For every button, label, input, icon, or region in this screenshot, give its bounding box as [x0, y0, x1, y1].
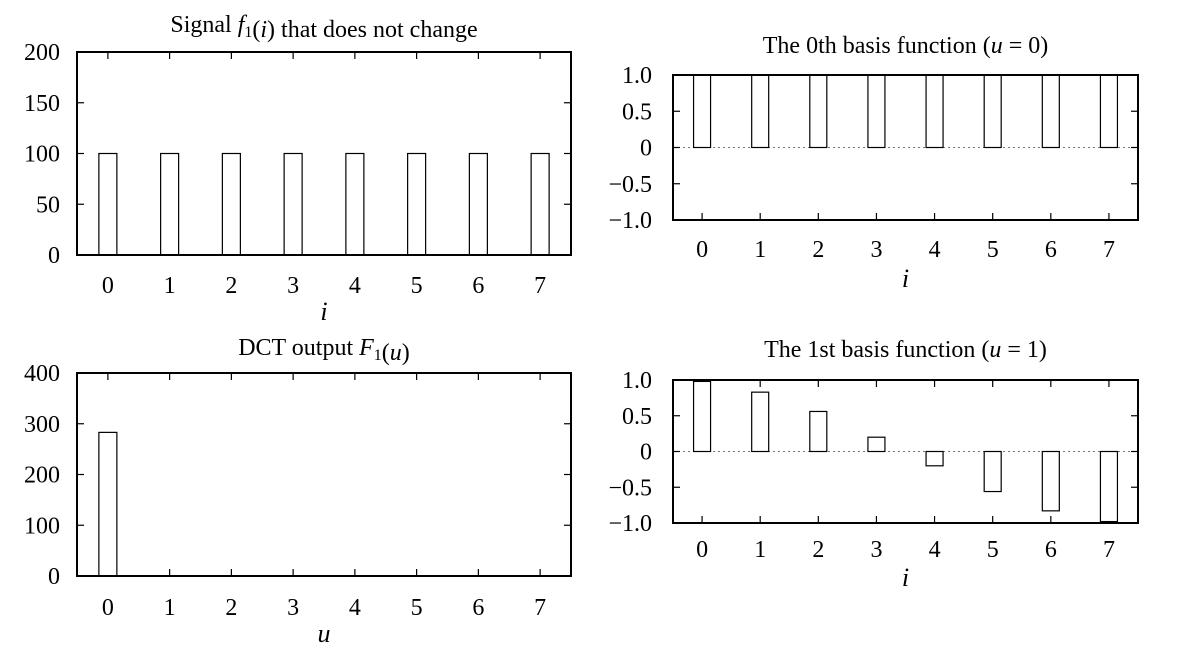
- bar-7: [1099, 74, 1119, 149]
- x-tick-label: 0: [102, 595, 114, 621]
- plot-frame: [672, 74, 1139, 221]
- x-tick-label: 3: [870, 537, 882, 563]
- bar-2: [809, 74, 828, 149]
- chart-title: The 1st basis function (u = 1): [764, 337, 1047, 363]
- x-axis-label: u: [318, 619, 331, 648]
- y-tick-label: 1.0: [622, 368, 652, 394]
- chart-title: The 0th basis function (u = 0): [763, 33, 1048, 59]
- x-tick-label: 2: [812, 237, 824, 263]
- x-tick-label: 1: [164, 273, 176, 299]
- basis-1-chart: The 1st basis function (u = 1) −1.0 −0.5 0 0…: [608, 337, 1139, 592]
- y-tick-label: −1.0: [608, 208, 652, 234]
- bar-4: [925, 450, 944, 467]
- bar-1: [751, 391, 770, 453]
- signal-chart: Signal f1(i) that does not change0501001…: [24, 12, 572, 326]
- y-tick-label: −0.5: [608, 172, 652, 198]
- y-tick-label: 200: [24, 40, 60, 66]
- x-tick-label: 7: [1103, 537, 1115, 563]
- x-tick-label: 6: [1045, 237, 1057, 263]
- x-tick-label: 3: [870, 237, 882, 263]
- x-tick-label: 7: [534, 595, 546, 621]
- bar-7: [530, 152, 550, 256]
- x-tick-label: 4: [349, 595, 361, 621]
- y-tick-label: 50: [36, 192, 60, 218]
- x-tick-label: 2: [812, 537, 824, 563]
- bar-1: [160, 152, 180, 256]
- chart-title: DCT output F1(u): [238, 335, 410, 366]
- x-tick-label: 5: [987, 237, 999, 263]
- x-tick-label: 0: [696, 537, 708, 563]
- y-tick-label: 300: [24, 412, 60, 438]
- bar-5: [983, 450, 1002, 493]
- x-tick-label: 3: [287, 273, 299, 299]
- bar-6: [1041, 74, 1060, 149]
- x-tick-label: 5: [987, 537, 999, 563]
- x-axis-label: i: [320, 297, 327, 326]
- bar-6: [1041, 450, 1060, 512]
- x-tick-label: 3: [287, 595, 299, 621]
- x-tick-label: 0: [696, 237, 708, 263]
- chart-title: Signal f1(i) that does not change: [170, 12, 477, 43]
- bar-3: [283, 152, 303, 256]
- y-tick-label: 400: [24, 361, 60, 387]
- x-tick-label: 4: [929, 537, 941, 563]
- bar-0: [98, 431, 118, 577]
- bar-1: [751, 74, 770, 149]
- y-tick-label: −0.5: [608, 475, 652, 501]
- bar-5: [407, 152, 427, 256]
- plot-frame: [672, 379, 1139, 524]
- bar-6: [468, 152, 488, 256]
- bar-3: [867, 74, 886, 149]
- y-tick-label: 0.5: [622, 404, 652, 430]
- y-tick-label: 0: [48, 564, 60, 590]
- x-tick-label: 4: [349, 273, 361, 299]
- y-tick-label: 0: [48, 243, 60, 269]
- y-tick-label: 100: [24, 142, 60, 168]
- x-tick-label: 5: [411, 595, 423, 621]
- x-axis-label: i: [902, 264, 909, 293]
- x-tick-label: 2: [225, 273, 237, 299]
- y-tick-label: 0: [640, 440, 652, 466]
- x-tick-label: 1: [754, 237, 766, 263]
- plot-frame: [76, 51, 572, 256]
- y-tick-label: −1.0: [608, 511, 652, 537]
- x-tick-label: 5: [411, 273, 423, 299]
- bar-4: [345, 152, 365, 256]
- y-tick-label: 200: [24, 463, 60, 489]
- x-tick-label: 0: [102, 273, 114, 299]
- x-tick-label: 1: [164, 595, 176, 621]
- x-tick-label: 4: [929, 237, 941, 263]
- x-tick-label: 7: [534, 273, 546, 299]
- bar-2: [221, 152, 241, 256]
- bar-0: [692, 74, 712, 149]
- x-tick-label: 6: [472, 595, 484, 621]
- x-axis-label: i: [902, 563, 909, 592]
- x-tick-label: 6: [1045, 537, 1057, 563]
- bar-0: [692, 380, 712, 453]
- x-tick-label: 1: [754, 537, 766, 563]
- y-tick-label: 0.5: [622, 99, 652, 125]
- x-tick-label: 6: [472, 273, 484, 299]
- bar-0: [98, 152, 118, 256]
- bar-4: [925, 74, 944, 149]
- y-tick-label: 0: [640, 136, 652, 162]
- bar-2: [809, 410, 828, 453]
- y-tick-label: 150: [24, 91, 60, 117]
- bar-3: [867, 436, 886, 453]
- bar-7: [1099, 450, 1119, 523]
- y-tick-label: 100: [24, 513, 60, 539]
- dct-output-chart: DCT output F1(u) 0 100 200 300 400 0 1 2 3 4 5 6 7 u: [24, 335, 572, 648]
- bar-5: [983, 74, 1002, 149]
- basis-0-chart: The 0th basis function (u = 0) −1.0 −0.5 0 0…: [608, 33, 1139, 293]
- plot-frame: [76, 372, 572, 577]
- x-tick-label: 7: [1103, 237, 1115, 263]
- x-tick-label: 2: [225, 595, 237, 621]
- y-tick-label: 1.0: [622, 63, 652, 89]
